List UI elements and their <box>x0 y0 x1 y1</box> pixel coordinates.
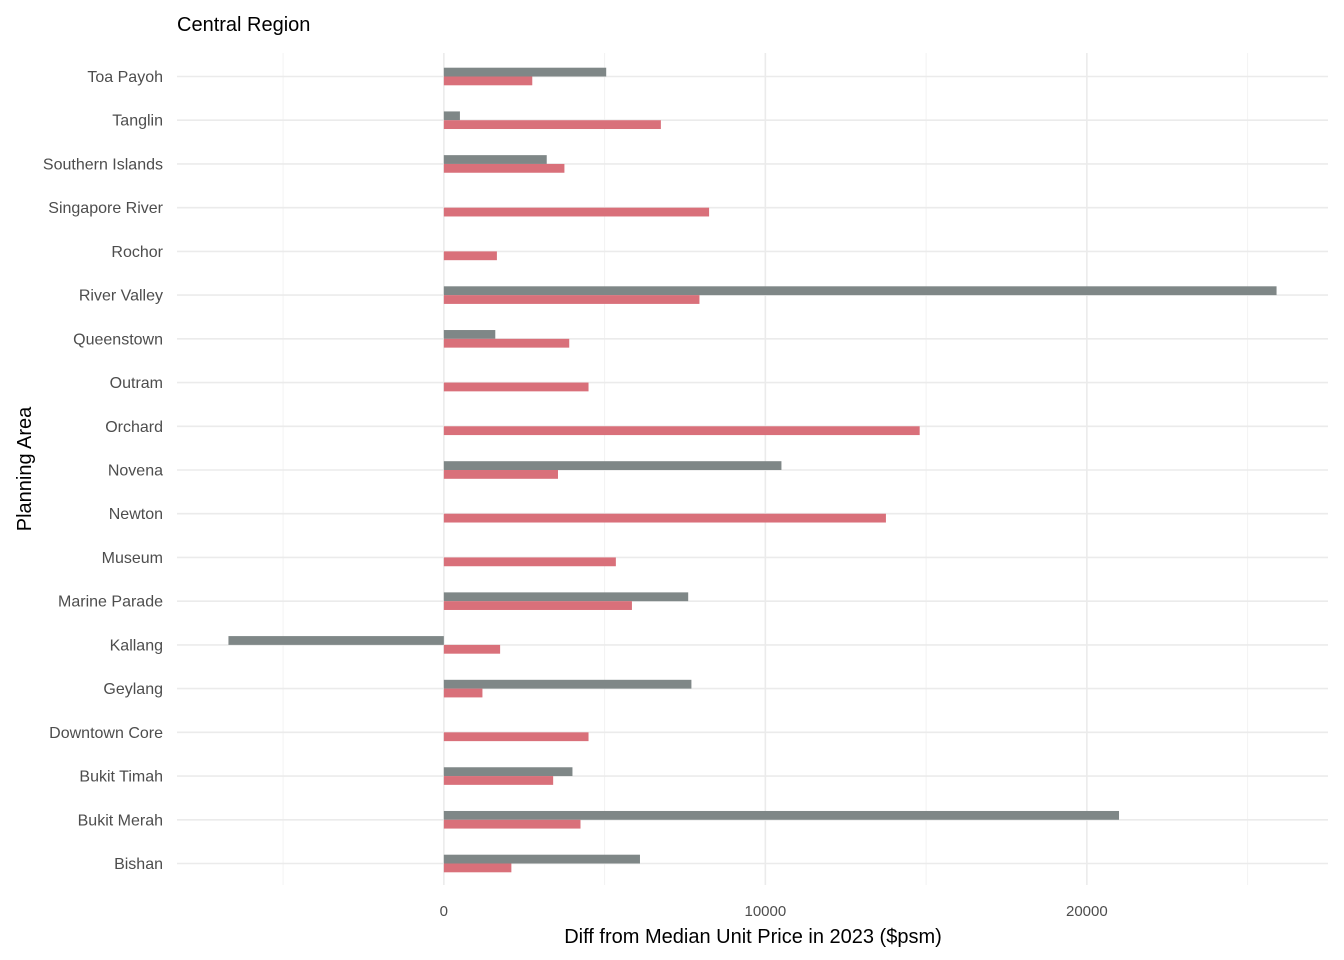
y-tick-label: Geylang <box>103 681 163 698</box>
y-tick-label: Kallang <box>110 637 163 654</box>
y-tick-label: Bukit Timah <box>79 769 163 786</box>
x-tick-label: 20000 <box>1066 903 1108 920</box>
bar-series-1-novena <box>443 461 782 470</box>
bar-series-1-tanglin <box>443 111 460 121</box>
y-tick-label: Queenstown <box>73 331 163 348</box>
bar-series-2-bukit-timah <box>443 776 554 785</box>
bar-series-2-outram <box>443 382 589 392</box>
bar-series-2-novena <box>443 470 558 479</box>
bar-series-2-downtown-core <box>443 732 589 742</box>
x-axis-title: Diff from Median Unit Price in 2023 ($ps… <box>564 926 942 948</box>
bar-series-2-kallang <box>443 644 501 654</box>
bar-series-2-queenstown <box>443 338 570 348</box>
x-tick-label: 0 <box>440 903 448 920</box>
bar-series-2-orchard <box>443 426 920 436</box>
minor-gridlines <box>282 53 1249 885</box>
bar-series-2-toa-payoh <box>443 76 533 86</box>
y-tick-label: Outram <box>110 375 163 392</box>
x-tick-labels: 0 10000 20000 <box>440 903 1108 920</box>
y-tick-label: Toa Payoh <box>87 69 163 86</box>
y-tick-label: Bukit Merah <box>78 812 163 829</box>
y-axis-title: Planning Area <box>14 406 36 531</box>
y-tick-label: Tanglin <box>112 113 163 130</box>
bar-series-1-geylang <box>443 679 692 689</box>
bar-series-2-southern-islands <box>443 163 565 173</box>
bar-series-2-river-valley <box>443 295 700 304</box>
y-tick-label: Southern Islands <box>43 156 163 173</box>
y-tick-label: Rochor <box>111 244 163 261</box>
bar-series-1-toa-payoh <box>443 67 607 77</box>
y-tick-labels: Bishan Bukit Merah Bukit Timah Downtown Cor… <box>43 69 164 873</box>
bar-series-2-geylang <box>443 688 483 698</box>
bar-series-2-newton <box>443 513 886 523</box>
y-tick-label: Marine Parade <box>58 594 163 611</box>
bar-series-2-rochor <box>443 251 497 261</box>
bar-series-1-southern-islands <box>443 155 547 164</box>
y-tick-label: Novena <box>108 463 163 480</box>
bar-series-1-bukit-timah <box>443 767 573 777</box>
bar-series-2-bukit-merah <box>443 819 581 829</box>
y-tick-label: Newton <box>109 506 163 523</box>
y-tick-label: Singapore River <box>48 200 163 217</box>
y-tick-label: Downtown Core <box>49 725 163 742</box>
y-tick-label: Museum <box>102 550 163 567</box>
y-tick-label: River Valley <box>79 288 163 305</box>
chart-title: Central Region <box>177 14 310 36</box>
bar-series-1-kallang <box>228 636 444 645</box>
bar-series-1-queenstown <box>443 330 496 339</box>
y-tick-label: Orchard <box>105 419 163 436</box>
bar-series-1-river-valley <box>443 286 1277 296</box>
bar-series-2-marine-parade <box>443 601 632 610</box>
bar-series-2-bishan <box>443 863 512 873</box>
bar-series-2-museum <box>443 557 616 567</box>
bar-series-2-singapore-river <box>443 207 710 217</box>
bar-series-1-bishan <box>443 854 640 864</box>
bar-series-2-tanglin <box>443 120 661 130</box>
bar-series-1-bukit-merah <box>443 810 1120 820</box>
x-tick-label: 10000 <box>745 903 787 920</box>
y-tick-label: Bishan <box>114 856 163 873</box>
bars <box>228 67 1277 873</box>
bar-series-1-marine-parade <box>443 592 689 602</box>
